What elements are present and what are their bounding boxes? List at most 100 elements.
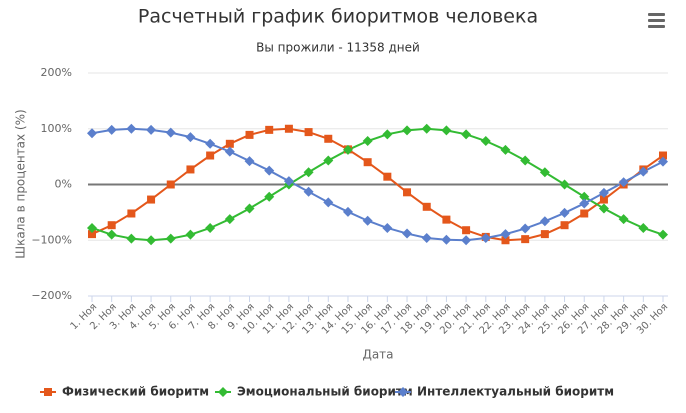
data-point [126,123,137,134]
data-point [579,191,590,202]
data-point [441,234,452,245]
y-tick-label: 0% [55,178,72,191]
data-point [362,136,373,147]
legend-item: Эмоциональный биоритм [215,385,413,399]
data-point [402,125,413,136]
data-point [303,167,314,178]
data-point [539,167,550,178]
data-point [323,197,334,208]
data-point [540,230,549,239]
data-point [107,221,116,230]
data-point [185,132,196,143]
data-point [245,130,254,139]
data-point [500,229,511,240]
data-point [403,188,412,197]
data-point [559,207,570,218]
legend-label: Физический биоритм [62,385,209,399]
data-point [422,202,431,211]
legend-item: Интеллектуальный биоритм [395,385,614,399]
data-point [480,136,491,147]
data-point [580,209,589,218]
data-point [383,172,392,181]
data-point [265,125,274,134]
data-point [126,233,137,244]
data-point [658,156,668,167]
data-point [579,198,590,209]
data-point [146,124,157,135]
data-point [560,221,569,230]
data-point [264,165,275,176]
y-tick-label: 100% [41,122,72,135]
y-axis-title: Шкала в процентах (%) [14,109,28,258]
legend-item: Физический биоритм [40,385,209,399]
data-point [442,215,451,224]
data-point [127,209,136,218]
data-point [88,230,96,239]
data-point [224,146,235,157]
data-point [599,195,608,204]
data-point [186,165,195,174]
data-point [147,195,156,204]
data-point [521,235,530,244]
data-point [166,180,175,189]
data-point [283,176,294,187]
data-point [618,214,629,225]
legend-marker [218,387,228,397]
data-point [342,144,353,155]
data-point [520,223,531,234]
data-point [205,138,216,149]
data-point [244,203,255,214]
legend-marker [398,387,408,397]
data-point [342,206,353,217]
y-tick-label: −100% [31,233,72,246]
data-point [520,155,531,166]
data-point [461,235,472,246]
data-point [598,187,609,198]
data-point [323,155,334,166]
data-point [206,151,215,160]
data-point [244,156,255,167]
data-point [106,124,117,135]
data-point [480,233,491,244]
data-point [304,128,313,137]
data-point [106,229,117,240]
data-point [382,222,393,233]
data-point [421,233,432,244]
data-point [264,191,275,202]
data-point [224,214,235,225]
data-point [618,177,629,188]
data-point [363,158,372,167]
data-point [441,125,452,136]
legend-label: Эмоциональный биоритм [237,385,413,399]
legend-label: Интеллектуальный биоритм [417,385,614,399]
chart-subtitle: Вы прожили - 11358 дней [256,41,420,55]
y-tick-label: 200% [41,66,72,79]
legend-marker [44,388,52,396]
data-point [559,179,570,190]
data-point [638,222,649,233]
data-point [500,144,511,155]
data-point [539,216,550,227]
data-point [165,127,176,138]
data-point [87,128,97,139]
data-point [462,226,471,235]
data-point [362,215,373,226]
data-point [638,166,649,177]
data-point [421,123,432,134]
data-point [461,129,472,140]
data-point [205,222,216,233]
data-point [185,229,196,240]
data-point [402,228,413,239]
y-tick-label: −200% [31,289,72,302]
data-point [501,236,510,245]
data-point [324,134,333,143]
data-point [284,124,293,133]
data-point [303,186,314,197]
menu-button[interactable] [646,11,666,29]
x-axis-title: Дата [362,348,393,362]
data-point [165,233,176,244]
data-point [146,235,157,246]
data-point [658,229,668,240]
data-point [225,139,234,148]
